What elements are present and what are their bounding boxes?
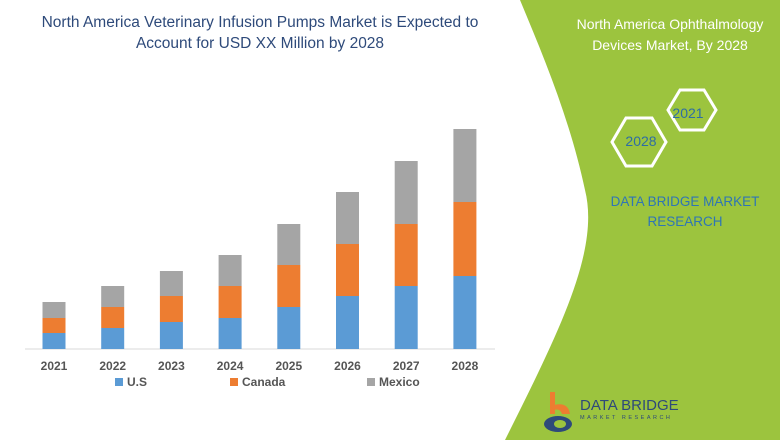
bar-us-2021 [42, 333, 66, 349]
bar-us-2027 [394, 286, 418, 349]
x-tick-label: 2022 [99, 359, 126, 373]
legend-label: Canada [242, 375, 286, 389]
bar-canada-2022 [101, 307, 125, 328]
bar-mexico-2022 [101, 286, 125, 307]
bar-mexico-2023 [159, 271, 183, 296]
legend-item-us: U.S [115, 375, 147, 389]
x-tick-label: 2026 [334, 359, 361, 373]
chart-title: North America Veterinary Infusion Pumps … [41, 14, 479, 52]
hexagon-badges [610, 88, 718, 168]
bar-canada-2025 [277, 265, 301, 307]
bar-mexico-2021 [42, 302, 66, 318]
legend-label: Mexico [379, 375, 420, 389]
bar-canada-2021 [42, 318, 66, 333]
bar-canada-2027 [394, 224, 418, 286]
legend-label: U.S [127, 375, 148, 389]
bar-canada-2023 [159, 296, 183, 322]
side-panel-title: North America Ophthalmology Devices Mark… [576, 16, 764, 53]
bar-mexico-2027 [394, 161, 418, 224]
bar-us-2023 [159, 322, 183, 349]
logo-text: DATA BRIDGE [580, 397, 679, 414]
bar-mexico-2026 [336, 192, 359, 244]
x-tick-label: 2027 [393, 359, 420, 373]
legend-item-mexico: Mexico [367, 375, 420, 389]
x-tick-label: 2021 [41, 359, 68, 373]
bar-mexico-2025 [277, 224, 301, 265]
bar-mexico-2024 [218, 255, 242, 286]
bar-us-2028 [453, 276, 477, 349]
hex-badge-2021: 2021 [672, 105, 704, 121]
bar-mexico-2028 [453, 129, 477, 202]
bar-us-2022 [101, 328, 125, 349]
logo-subtext: MARKET RESEARCH [580, 415, 673, 421]
bar-us-2025 [277, 307, 301, 349]
legend-item-canada: Canada [230, 375, 285, 389]
bar-us-2026 [336, 296, 359, 349]
stacked-bar-chart: 2021 2022 2023 2024 2025 2026 2027 2028 [25, 129, 495, 373]
data-bridge-logo-icon [544, 392, 572, 432]
bar-us-2024 [218, 318, 242, 349]
x-tick-label: 2025 [275, 359, 302, 373]
x-tick-label: 2024 [217, 359, 244, 373]
x-tick-label: 2023 [158, 359, 185, 373]
hex-badge-2028: 2028 [625, 133, 657, 149]
bar-canada-2024 [218, 286, 242, 318]
brand-text: DATA BRIDGE MARKET RESEARCH [610, 194, 760, 229]
x-tick-label: 2028 [452, 359, 479, 373]
bar-canada-2028 [453, 202, 477, 276]
bar-canada-2026 [336, 244, 359, 296]
